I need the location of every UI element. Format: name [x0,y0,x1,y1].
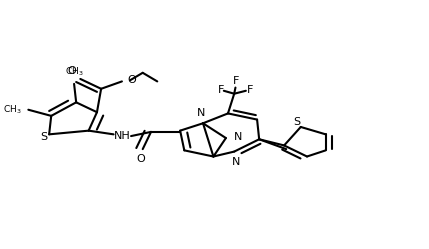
Text: F: F [233,76,239,86]
Text: F: F [247,85,253,95]
Text: F: F [218,85,224,95]
Text: S: S [293,117,300,127]
Text: CH$_3$: CH$_3$ [3,104,22,116]
Text: N: N [232,157,241,167]
Text: CH$_3$: CH$_3$ [65,66,83,78]
Text: N: N [233,132,242,142]
Text: O: O [67,66,76,76]
Text: N: N [197,108,205,118]
Text: O: O [127,75,136,85]
Text: NH: NH [114,130,130,141]
Text: S: S [41,132,48,142]
Text: O: O [136,154,145,164]
